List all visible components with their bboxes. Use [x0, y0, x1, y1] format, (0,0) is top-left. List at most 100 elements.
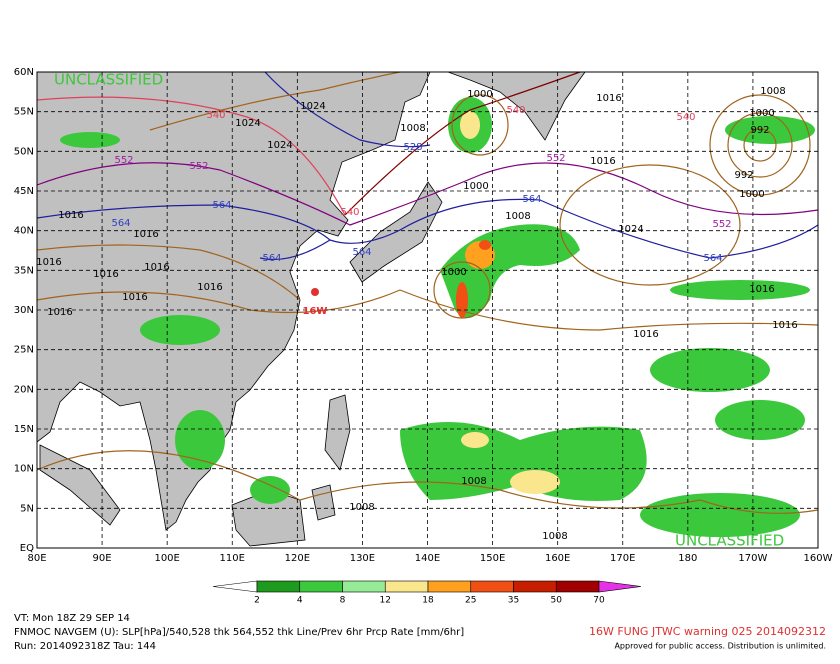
longitude-label: 100E — [154, 553, 179, 564]
run-time: Run: 2014092318Z Tau: 144 — [14, 641, 156, 652]
longitude-label: 160E — [545, 553, 570, 564]
contour-label: 1000 — [749, 108, 774, 119]
contour-label: 1016 — [633, 329, 658, 340]
colorbar-segment — [256, 580, 301, 593]
contour-label: 1008 — [760, 86, 785, 97]
contour-label: 1008 — [349, 502, 374, 513]
precip-area — [670, 280, 810, 300]
contour-label: 564 — [262, 253, 281, 264]
contour-label: 552 — [712, 219, 731, 230]
precip-area — [250, 476, 290, 504]
contour-label: 1008 — [505, 211, 530, 222]
latitude-label: 5N — [20, 503, 34, 514]
contour-label: 1016 — [596, 93, 621, 104]
isobar — [36, 450, 819, 514]
contour-label: 528 — [403, 142, 422, 153]
contour-label: 552 — [546, 153, 565, 164]
isobar — [559, 164, 741, 286]
colorbar-label: 4 — [297, 596, 303, 606]
longitude-label: 90E — [93, 553, 112, 564]
latitude-label: 35N — [14, 265, 34, 276]
contour-label: 1016 — [590, 156, 615, 167]
contour-label: 1016 — [197, 282, 222, 293]
contour-label: 1024 — [618, 224, 643, 235]
classification: UNCLASSIFIED — [54, 71, 163, 89]
colorbar-segment — [513, 580, 557, 593]
contour-label: 1016 — [749, 284, 774, 295]
longitude-label: 160W — [804, 553, 833, 564]
precip-area — [460, 111, 480, 139]
contour-label: 540 — [206, 110, 225, 121]
contour-label: 1008 — [542, 531, 567, 542]
colorbar-label: 8 — [340, 596, 346, 606]
colorbar-segment — [342, 580, 386, 593]
precip-area — [640, 493, 800, 537]
contour-label: 992 — [734, 170, 753, 181]
latitude-label: 15N — [14, 424, 34, 435]
longitude-label: 140E — [415, 553, 440, 564]
contour-label: 1024 — [300, 101, 325, 112]
longitude-label: 80E — [27, 553, 46, 564]
longitude-label: 120E — [285, 553, 310, 564]
map-frame — [36, 71, 819, 549]
contour-label: 564 — [111, 218, 130, 229]
isobar — [433, 261, 491, 319]
sumatra — [39, 444, 121, 526]
valid-time: VT: Mon 18Z 29 SEP 14 — [14, 613, 130, 624]
colorbar: 2 4 8 12 18 25 35 50 70 — [212, 580, 642, 606]
contour-label: 564 — [352, 247, 371, 258]
colorbar-low — [212, 580, 258, 593]
isobar — [36, 289, 819, 331]
contour-label: 1000 — [463, 181, 488, 192]
asia-mainland — [36, 71, 431, 531]
contour-label: 1016 — [58, 210, 83, 221]
precip-area — [60, 132, 120, 148]
colorbar-segment — [555, 580, 600, 593]
longitude-label: 130E — [350, 553, 375, 564]
isobar — [727, 112, 793, 178]
latitude-label: 10N — [14, 464, 34, 475]
precip-area — [715, 400, 805, 440]
contour-labels: 1024 540 1024 1024 552 552 564 564 1016 1016 1016 1… — [36, 86, 797, 542]
latitude-label: 30N — [14, 305, 34, 316]
colorbar-segment — [427, 580, 472, 593]
contour-label: 1016 — [47, 307, 72, 318]
latitude-label: EQ — [20, 543, 34, 554]
thickness-528 — [264, 71, 431, 148]
contour-label: 1008 — [461, 476, 486, 487]
thickness-540 — [344, 71, 581, 216]
contour-label: 1000 — [739, 189, 764, 200]
contour-label: 564 — [703, 253, 722, 264]
latitude-label: 40N — [14, 226, 34, 237]
isobar — [36, 244, 301, 301]
product-description: FNMOC NAVGEM (U): SLP[hPa]/540,528 thk 5… — [14, 627, 464, 638]
contour-label: 1024 — [235, 118, 260, 129]
colorbar-label: 70 — [593, 596, 605, 606]
graticule: 60N 55N 50N 45N 40N 35N 30N 25N 20N 15N 10N 5N EQ80E… — [14, 67, 833, 564]
colorbar-label: 2 — [254, 596, 260, 606]
longitude-label: 110E — [220, 553, 245, 564]
isobar — [743, 128, 777, 162]
colorbar-label: 18 — [422, 596, 434, 606]
contour-label: 1000 — [467, 89, 492, 100]
contour-label: 1016 — [36, 257, 61, 268]
storm-label: 16W — [303, 306, 328, 317]
colorbar-label: 35 — [508, 596, 519, 606]
latitude-label: 55N — [14, 107, 34, 118]
colorbar-high — [598, 580, 642, 593]
contour-label: 1008 — [400, 123, 425, 134]
colorbar-label: 12 — [380, 596, 391, 606]
isobar — [451, 94, 509, 156]
isobar — [149, 71, 401, 131]
contour-label: 1000 — [441, 267, 466, 278]
precip-area — [140, 315, 220, 345]
longitude-label: 170W — [738, 553, 767, 564]
contour-label: 540 — [340, 207, 359, 218]
kamchatka — [447, 71, 586, 141]
precip-area — [650, 348, 770, 392]
classification: UNCLASSIFIED — [675, 532, 784, 550]
isobar — [709, 94, 811, 196]
precipitation — [60, 97, 815, 537]
precip-area — [461, 432, 489, 448]
